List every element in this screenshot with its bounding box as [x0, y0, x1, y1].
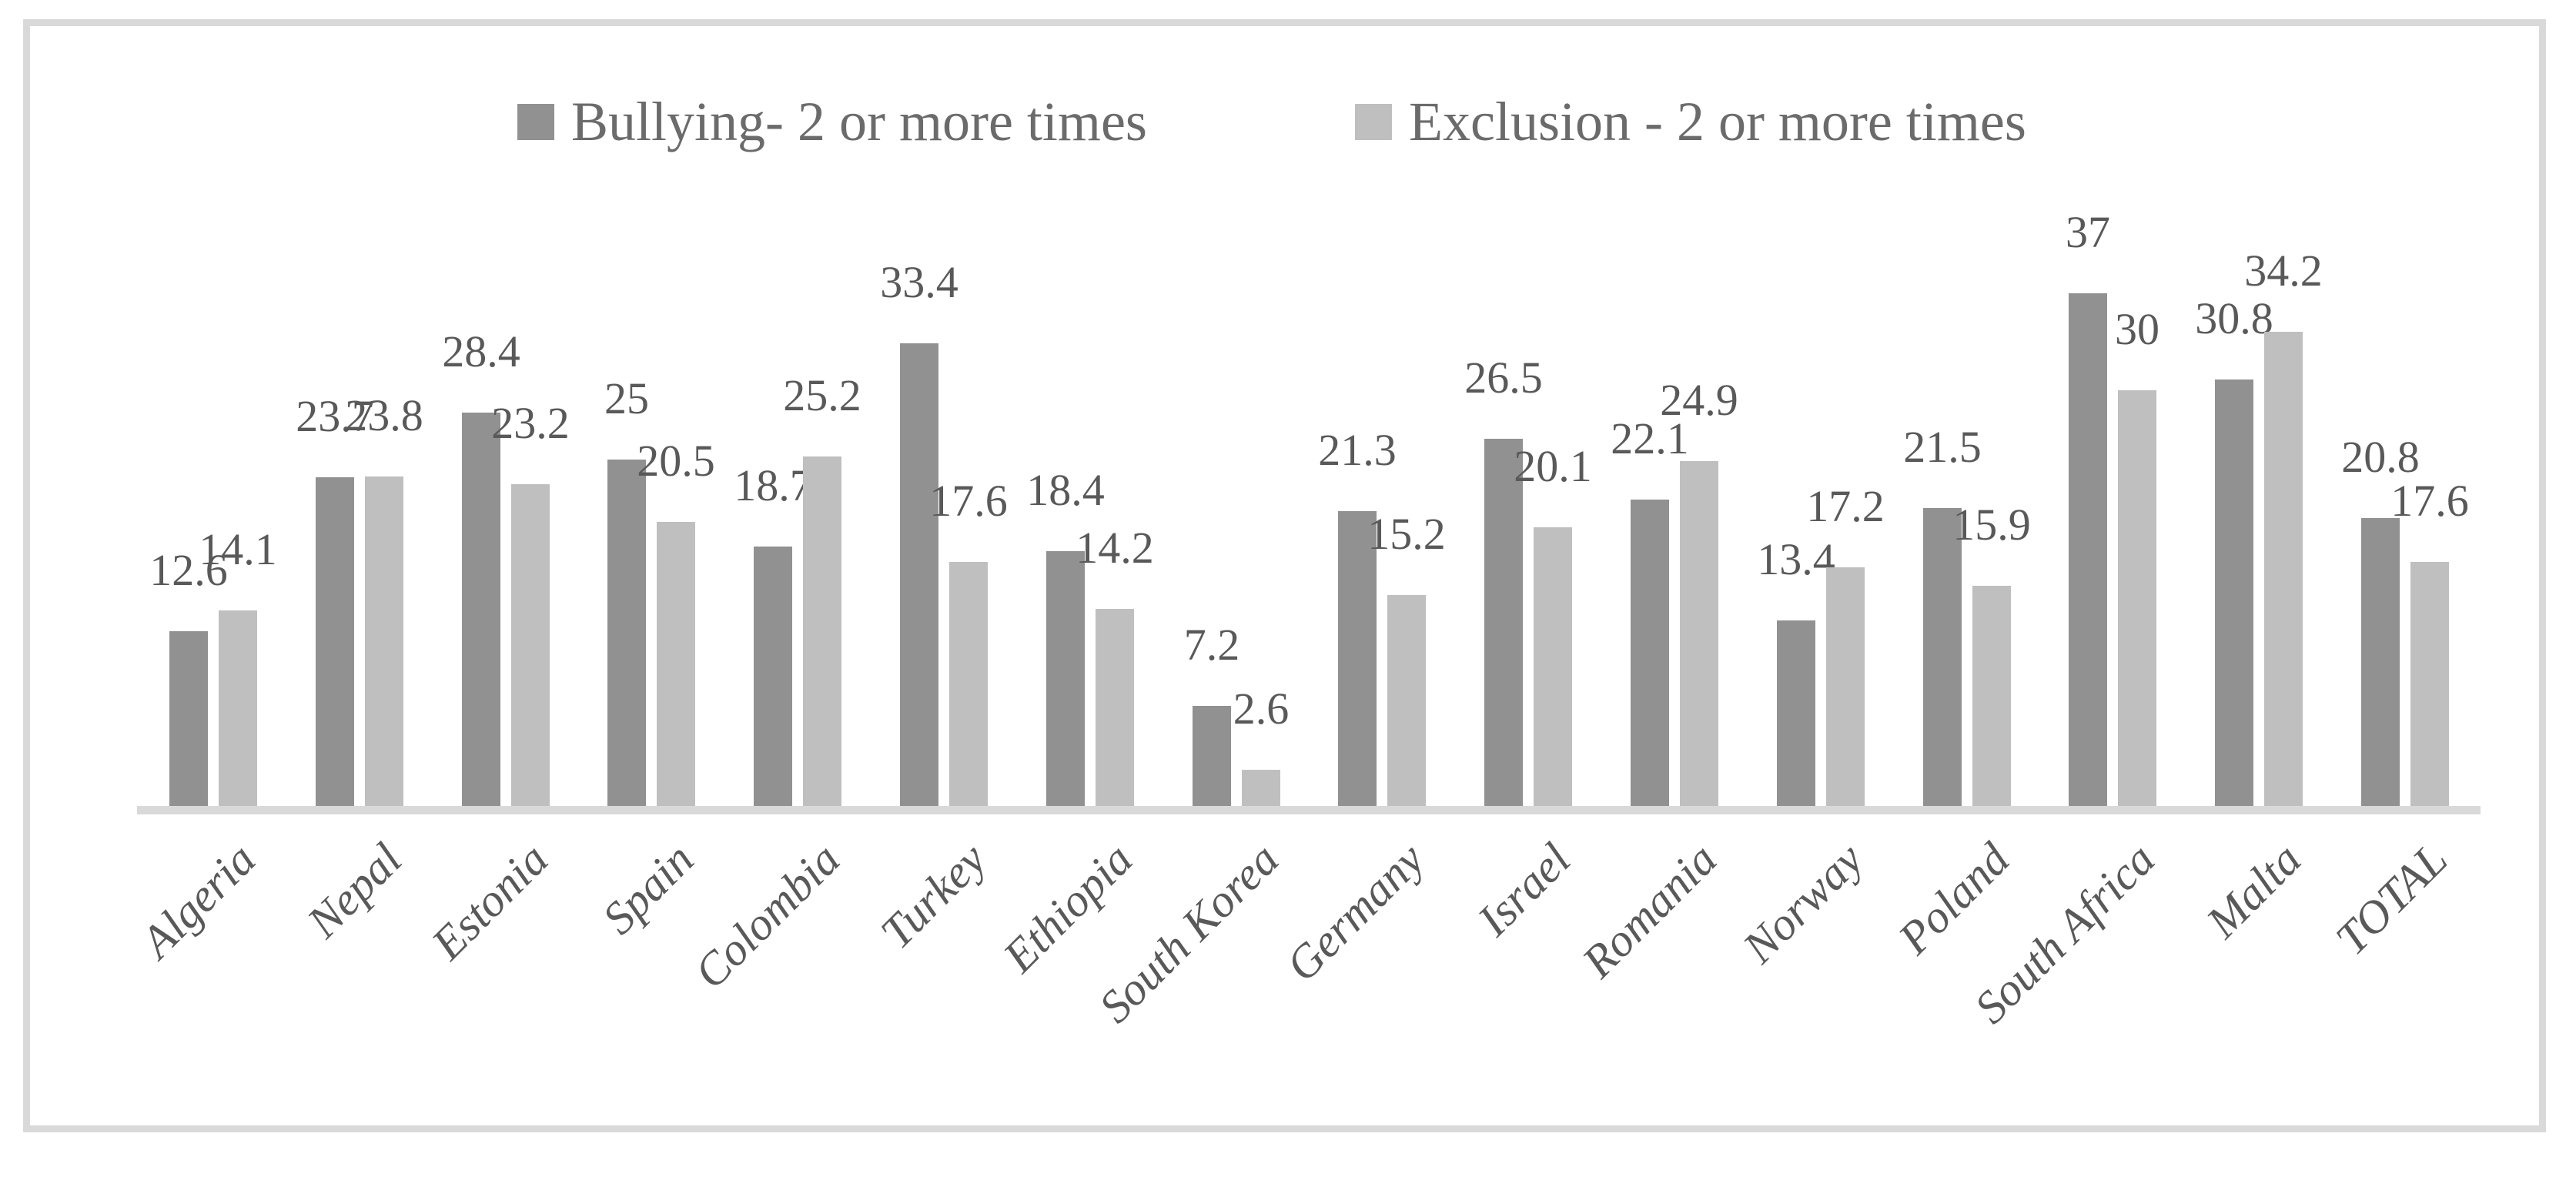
data-label-bullying: 18.7	[734, 460, 812, 510]
x-axis-line	[137, 806, 2481, 814]
data-label-bullying: 28.4	[442, 326, 520, 376]
data-label-bullying: 13.4	[1757, 534, 1835, 584]
data-label-exclusion: 17.6	[929, 476, 1008, 526]
data-label-exclusion: 25.2	[783, 370, 861, 420]
bar-bullying	[462, 413, 500, 806]
bar-exclusion	[1096, 609, 1134, 806]
data-label-exclusion: 20.5	[637, 436, 715, 486]
legend-label-bullying: Bullying- 2 or more times	[571, 91, 1147, 152]
data-label-exclusion: 14.2	[1076, 523, 1154, 573]
data-label-bullying: 30.8	[2195, 293, 2273, 343]
data-label-bullying: 21.3	[1318, 425, 1397, 475]
data-label-exclusion: 23.8	[345, 390, 423, 440]
bar-exclusion	[2410, 562, 2449, 806]
legend-item-bullying: Bullying- 2 or more times	[517, 91, 1147, 152]
data-label-bullying: 23.7	[296, 391, 374, 441]
bar-exclusion	[219, 610, 257, 806]
data-label-bullying: 37	[2066, 207, 2110, 257]
bar-exclusion	[657, 522, 695, 806]
bar-bullying	[1193, 706, 1231, 806]
data-label-exclusion: 30	[2115, 304, 2159, 354]
data-label-exclusion: 20.1	[1514, 441, 1592, 491]
bar-chart: Bullying- 2 or more times Exclusion - 2 …	[131, 91, 2481, 1033]
bar-bullying	[2069, 293, 2107, 806]
bar-exclusion	[1387, 595, 1426, 806]
data-label-bullying: 12.6	[149, 545, 228, 595]
bar-bullying	[607, 460, 646, 806]
data-label-bullying: 26.5	[1464, 353, 1543, 403]
data-label-bullying: 7.2	[1183, 620, 1240, 670]
bar-exclusion	[1242, 770, 1280, 806]
bar-bullying	[1631, 500, 1669, 806]
legend-swatch-exclusion	[1355, 103, 1392, 140]
data-label-bullying: 21.5	[1903, 422, 1982, 472]
data-label-exclusion: 24.9	[1660, 375, 1738, 425]
bar-bullying	[1777, 620, 1815, 806]
legend-item-exclusion: Exclusion - 2 or more times	[1355, 91, 2026, 152]
bar-bullying	[900, 343, 938, 806]
bar-exclusion	[365, 476, 403, 806]
bar-exclusion	[1826, 567, 1865, 806]
bar-exclusion	[803, 456, 841, 806]
data-label-exclusion: 14.1	[199, 524, 277, 574]
bar-bullying	[1923, 508, 1962, 806]
bar-exclusion	[1972, 586, 2011, 806]
data-label-exclusion: 15.9	[1952, 500, 2031, 550]
data-label-bullying: 25	[604, 373, 649, 423]
legend-label-exclusion: Exclusion - 2 or more times	[1409, 91, 2026, 152]
bar-exclusion	[1534, 527, 1572, 806]
bar-bullying	[1046, 551, 1085, 806]
data-label-bullying: 22.1	[1611, 413, 1689, 463]
bar-exclusion	[2264, 332, 2303, 806]
data-label-exclusion: 2.6	[1233, 684, 1290, 734]
bar-bullying	[754, 547, 792, 806]
bar-bullying	[1484, 439, 1523, 806]
bar-bullying	[169, 631, 208, 806]
data-label-bullying: 18.4	[1026, 465, 1105, 515]
data-label-exclusion: 17.2	[1806, 481, 1885, 531]
bar-bullying	[2361, 518, 2400, 806]
bar-exclusion	[2118, 390, 2156, 806]
bar-bullying	[316, 477, 354, 806]
bar-exclusion	[949, 562, 988, 806]
bar-exclusion	[1680, 461, 1718, 806]
data-label-exclusion: 23.2	[491, 398, 570, 448]
bar-exclusion	[511, 484, 550, 806]
data-label-exclusion: 15.2	[1367, 509, 1446, 559]
data-label-bullying: 20.8	[2341, 432, 2420, 482]
bar-bullying	[2215, 379, 2253, 806]
legend-swatch-bullying	[517, 103, 554, 140]
data-label-exclusion: 17.6	[2390, 476, 2469, 526]
data-label-bullying: 33.4	[880, 257, 958, 307]
data-label-exclusion: 34.2	[2244, 246, 2323, 296]
bar-bullying	[1338, 511, 1377, 806]
